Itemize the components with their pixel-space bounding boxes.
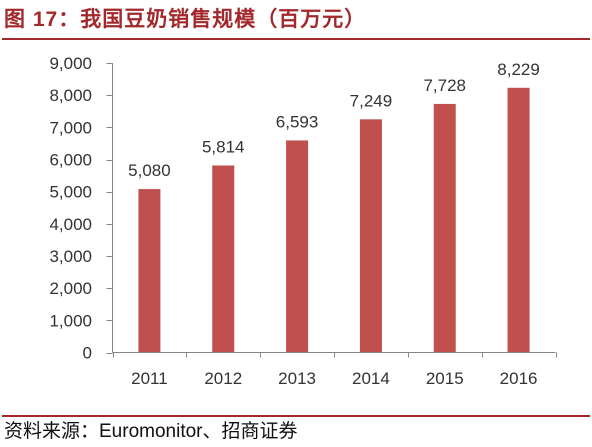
data-label-2012: 5,814: [202, 137, 245, 156]
data-label-2015: 7,728: [423, 76, 466, 95]
x-tick-label-2013: 2013: [278, 369, 316, 388]
y-tick-label-6000: 6,000: [49, 151, 92, 170]
source-divider: [2, 415, 590, 417]
data-label-2014: 7,249: [350, 91, 393, 110]
data-label-2013: 6,593: [276, 112, 319, 131]
title-divider: [2, 38, 590, 40]
y-tick-label-1000: 1,000: [49, 311, 92, 330]
x-tick-label-2014: 2014: [352, 369, 390, 388]
bar-2015: [433, 103, 456, 353]
data-label-2016: 8,229: [497, 60, 540, 79]
y-tick-label-5000: 5,000: [49, 183, 92, 202]
bar-2013: [286, 140, 309, 353]
bar-2014: [359, 119, 382, 353]
bar-2011: [138, 189, 161, 353]
y-tick-label-8000: 8,000: [49, 86, 92, 105]
x-tick-label-2012: 2012: [204, 369, 242, 388]
y-tick-label-7000: 7,000: [49, 118, 92, 137]
chart-title: 图 17：我国豆奶销售规模（百万元）: [4, 8, 367, 31]
y-tick-label-2000: 2,000: [49, 279, 92, 298]
y-tick-label-9000: 9,000: [49, 54, 92, 73]
x-tick-label-2016: 2016: [500, 369, 538, 388]
bar-2016: [507, 87, 530, 353]
x-tick-label-2015: 2015: [426, 369, 464, 388]
x-tick-label-2011: 2011: [131, 369, 168, 388]
y-tick-label-3000: 3,000: [49, 247, 92, 266]
y-tick-label-0: 0: [83, 344, 92, 363]
bar-2012: [212, 165, 235, 353]
source-note: 资料来源：Euromonitor、招商证券: [4, 421, 298, 442]
y-tick-label-4000: 4,000: [49, 215, 92, 234]
data-label-2011: 5,080: [128, 161, 171, 180]
